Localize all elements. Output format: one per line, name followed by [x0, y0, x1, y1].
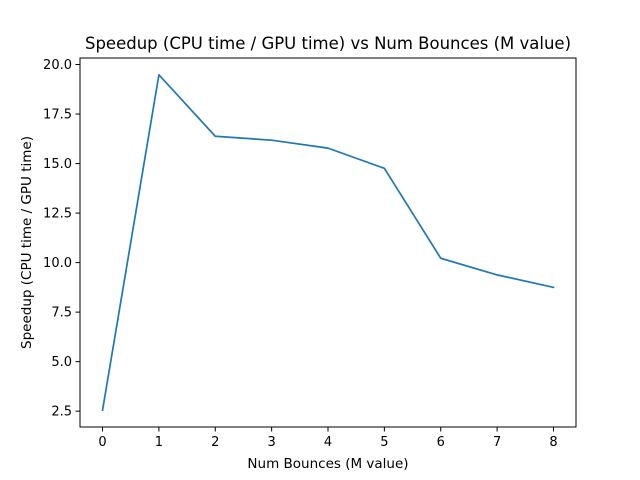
x-tick-label: 7	[493, 435, 501, 450]
x-tick-label: 5	[380, 435, 388, 450]
axes-frame	[79, 57, 577, 428]
y-tick-label: 15.0	[43, 157, 72, 172]
y-axis-label: Speedup (CPU time / GPU time)	[19, 136, 35, 349]
x-tick-label: 1	[155, 435, 163, 450]
x-tick-label: 6	[437, 435, 445, 450]
x-tick-label: 8	[549, 435, 557, 450]
x-tick-label: 3	[267, 435, 275, 450]
y-tick-label: 5.0	[51, 355, 72, 370]
x-tick-label: 4	[324, 435, 332, 450]
y-tick-label: 10.0	[43, 256, 72, 271]
y-tick-label: 17.5	[43, 108, 72, 123]
chart-title: Speedup (CPU time / GPU time) vs Num Bou…	[85, 34, 571, 53]
x-tick-label: 0	[98, 435, 106, 450]
x-axis-label: Num Bounces (M value)	[247, 456, 408, 472]
x-tick-label: 2	[211, 435, 219, 450]
y-tick-label: 20.0	[43, 58, 72, 73]
y-tick-label: 2.5	[51, 405, 72, 420]
series-line	[101, 73, 555, 412]
y-tick-label: 7.5	[51, 306, 72, 321]
plot-area: 0 1 2 3 4 5 6 7 8 2.5 5.0 7.5 10.0 12.5 15.0 17.5 20.0	[43, 58, 558, 450]
y-tick-label: 12.5	[43, 207, 72, 222]
